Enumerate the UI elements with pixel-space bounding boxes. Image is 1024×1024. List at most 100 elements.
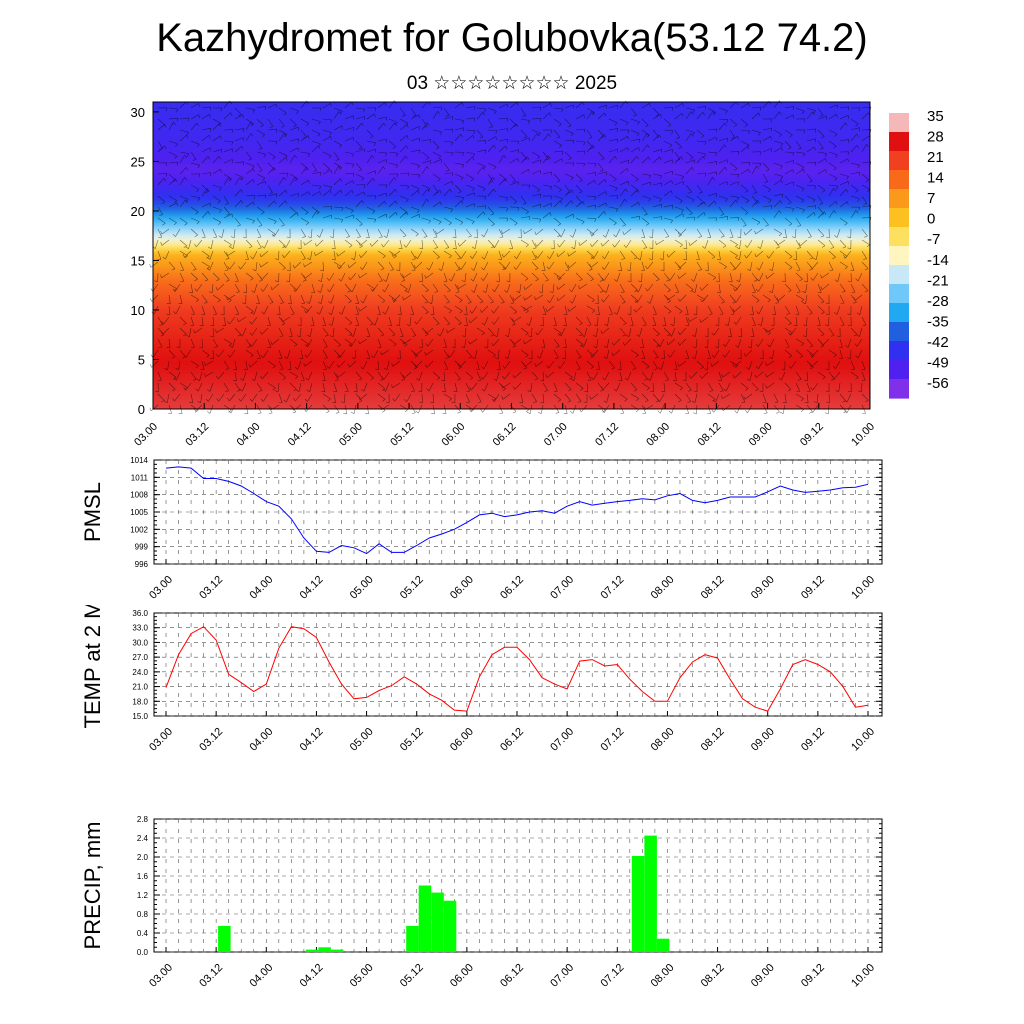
wind-barb-flag [210, 324, 215, 327]
x-tick-label: 08.12 [696, 421, 724, 449]
wind-barb [542, 382, 549, 391]
wind-barb-flag [258, 170, 263, 172]
wind-barb-flag [558, 234, 562, 238]
wind-barb [575, 173, 583, 181]
wind-barb-flag [594, 218, 597, 223]
wind-barb [685, 316, 690, 326]
wind-barb [404, 371, 412, 379]
wind-barb [619, 147, 628, 153]
wind-barb-flag [395, 200, 398, 205]
wind-barb-flag [787, 389, 792, 392]
wind-barb [685, 250, 687, 261]
temp-x-tick-label: 04.12 [298, 726, 326, 754]
wind-barb-flag [848, 139, 850, 143]
wind-barb [366, 170, 376, 175]
wind-barb-flag [306, 123, 309, 127]
wind-barb [746, 250, 753, 259]
wind-barb [245, 305, 254, 312]
wind-barb [850, 283, 856, 293]
wind-barb [212, 305, 217, 315]
wind-barb [332, 228, 335, 239]
wind-barb-flag [719, 313, 724, 315]
wind-barb [454, 184, 462, 192]
wind-barb-flag [185, 167, 189, 171]
wind-barb-flag [800, 398, 804, 402]
wind-barb [690, 371, 698, 379]
wind-barb [718, 228, 725, 237]
wind-barb [333, 178, 341, 186]
wind-barb [212, 228, 218, 238]
wind-barb [432, 111, 438, 120]
wind-barb-flag [719, 390, 724, 392]
wind-barb-flag [527, 156, 530, 160]
wind-barb-flag [857, 165, 860, 169]
wind-barb-flag [340, 189, 343, 194]
wind-barb-flag [804, 280, 808, 283]
wind-barb [806, 107, 816, 111]
wind-barb-flag [238, 266, 241, 270]
wind-barb [553, 150, 564, 153]
wind-barb [718, 118, 729, 120]
wind-barb [432, 173, 441, 180]
wind-barb-flag [186, 334, 190, 338]
wind-barb-flag [205, 398, 209, 402]
wind-barb-flag [617, 368, 622, 371]
precip-x-tick-label: 04.00 [247, 962, 275, 990]
wind-barb [223, 261, 229, 271]
wind-barb-flag [204, 301, 208, 304]
wind-barb-flag [712, 399, 716, 403]
wind-barb [696, 195, 704, 203]
wind-barb-flag [448, 278, 452, 282]
wind-barb [494, 283, 500, 292]
wind-barb [179, 167, 187, 175]
wind-barb [245, 272, 254, 279]
wind-barb-flag [733, 124, 738, 127]
wind-barb [432, 228, 438, 238]
wind-barb-flag [614, 122, 618, 126]
wind-barb [465, 316, 468, 326]
wind-barb-flag [507, 128, 509, 133]
wind-barb [693, 272, 698, 282]
wind-barb-flag [536, 156, 540, 160]
wind-barb-flag [316, 210, 320, 214]
wind-barb [663, 305, 672, 312]
wind-barb-flag [251, 378, 255, 381]
wind-barb [487, 107, 497, 112]
wind-barb [769, 338, 775, 348]
wind-barb [483, 272, 489, 281]
wind-barb [399, 305, 402, 315]
wind-barb-flag [280, 302, 284, 304]
wind-barb-flag [477, 401, 482, 403]
wind-barb [815, 250, 819, 260]
wind-barb-flag [161, 201, 166, 204]
wind-barb [861, 283, 869, 291]
wind-barb [185, 382, 192, 391]
wind-barb [861, 184, 870, 190]
wind-barb [564, 118, 572, 126]
wind-barb [263, 349, 269, 358]
pmsl-x-tick-label: 09.00 [749, 574, 777, 600]
wind-barb [421, 217, 431, 221]
wind-barb-flag [467, 302, 472, 304]
wind-barb [179, 117, 189, 120]
wind-barb-flag [824, 211, 827, 215]
wind-barb [309, 382, 313, 392]
wind-barb-flag [428, 302, 432, 305]
wind-barb [509, 294, 515, 304]
wind-barb-flag [594, 196, 597, 200]
wind-barb-flag [581, 221, 585, 225]
wind-barb [542, 316, 544, 327]
wind-barb [432, 184, 439, 193]
wind-barb-flag [633, 257, 638, 260]
wind-barb [509, 305, 517, 313]
wind-barb-flag [242, 236, 247, 239]
wind-barb [333, 250, 336, 260]
wind-barb [630, 261, 632, 272]
wind-barb [289, 147, 299, 153]
wind-barb-flag [802, 209, 805, 213]
wind-barb-flag [195, 410, 199, 413]
wind-barb [432, 189, 440, 197]
wind-barb [740, 206, 749, 213]
wind-barb-flag [419, 401, 423, 404]
wind-barb [630, 349, 639, 356]
